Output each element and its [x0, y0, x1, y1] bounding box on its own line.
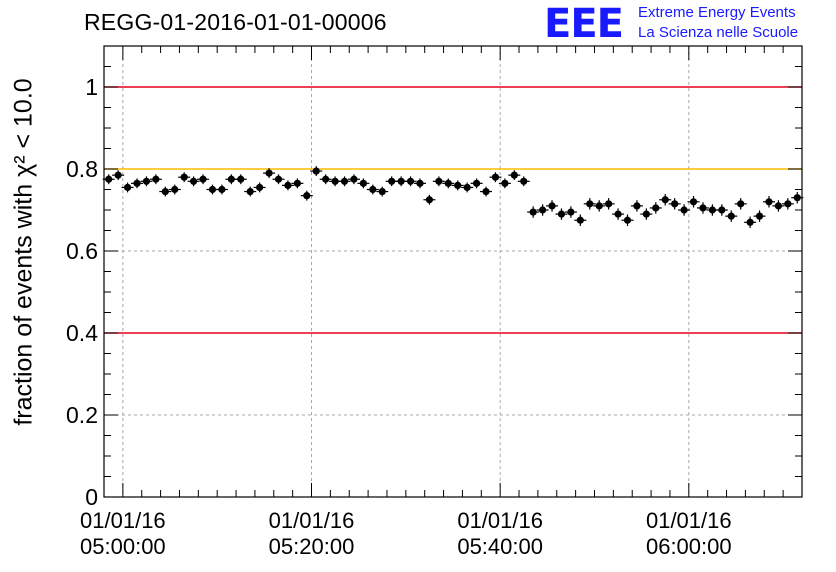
- data-point: [293, 179, 301, 187]
- data-point: [671, 200, 679, 208]
- data-point: [105, 175, 113, 183]
- plot-area: [104, 46, 802, 497]
- y-tick-label: 0.2: [66, 402, 98, 428]
- y-tick-label: 0.4: [66, 320, 98, 346]
- x-tick-date: 01/01/16: [80, 508, 166, 533]
- data-point: [227, 175, 235, 183]
- y-tick-label: 0: [85, 484, 98, 510]
- data-point: [482, 187, 490, 196]
- data-point: [406, 177, 415, 185]
- y-tick-label: 0.6: [66, 238, 98, 264]
- data-point: [133, 179, 141, 187]
- x-tick-time: 06:00:00: [645, 534, 732, 559]
- data-point: [444, 179, 452, 187]
- data-point: [274, 175, 283, 183]
- x-tick-date: 01/01/16: [457, 508, 543, 533]
- data-point: [472, 179, 481, 187]
- data-point: [737, 200, 745, 208]
- data-point: [152, 175, 160, 183]
- data-point: [369, 185, 377, 194]
- x-tick-time: 05:00:00: [80, 534, 166, 559]
- x-tick-label: 01/01/16 06:00:00: [634, 508, 744, 560]
- data-point: [171, 185, 179, 194]
- x-tick-label: 01/01/16 05:20:00: [257, 508, 367, 560]
- data-point: [708, 206, 716, 214]
- data-point: [425, 196, 434, 204]
- data-point: [765, 198, 773, 206]
- data-point: [793, 194, 801, 202]
- data-point: [114, 171, 122, 179]
- data-point: [142, 177, 151, 185]
- data-point: [605, 200, 613, 208]
- logo-line-2: La Scienza nelle Scuole: [638, 24, 799, 41]
- data-point: [435, 177, 443, 185]
- data-point: [699, 204, 707, 212]
- data-point: [539, 206, 547, 214]
- data-point: [491, 173, 500, 181]
- data-point: [774, 202, 783, 210]
- data-point: [199, 175, 207, 183]
- data-point: [161, 187, 169, 196]
- data-point: [256, 183, 264, 192]
- data-point: [359, 179, 367, 187]
- data-point: [510, 171, 518, 179]
- data-point: [190, 177, 198, 185]
- data-point: [529, 208, 537, 216]
- data-point: [652, 204, 660, 212]
- data-point: [388, 177, 396, 185]
- data-point: [557, 210, 566, 218]
- data-point: [237, 175, 245, 183]
- y-tick-label: 0.8: [66, 156, 98, 182]
- data-point: [755, 212, 764, 220]
- data-point: [689, 198, 698, 206]
- data-point: [576, 216, 584, 224]
- data-point: [623, 216, 632, 224]
- data-point: [463, 183, 471, 192]
- data-point: [501, 179, 509, 187]
- eee-logo: EEE Extreme Energy Events La Scienza nel…: [544, 2, 834, 46]
- data-point: [614, 210, 622, 218]
- data-point: [520, 177, 528, 185]
- data-point: [322, 175, 330, 183]
- data-point: [586, 200, 594, 208]
- y-tick-label: 1: [85, 74, 98, 100]
- data-point: [680, 206, 688, 214]
- x-tick-date: 01/01/16: [645, 508, 732, 533]
- data-point: [331, 177, 339, 185]
- data-point: [378, 187, 386, 196]
- data-point: [642, 210, 650, 218]
- x-tick-time: 05:40:00: [457, 534, 543, 559]
- data-point: [567, 208, 575, 216]
- data-point: [633, 202, 641, 210]
- data-point: [123, 183, 132, 192]
- data-point: [284, 181, 292, 189]
- data-point: [548, 202, 556, 210]
- chart-title: REGG-01-2016-01-01-00006: [84, 9, 387, 35]
- data-point: [661, 196, 669, 204]
- x-tick-time: 05:20:00: [268, 534, 355, 559]
- data-point: [397, 177, 405, 185]
- data-point: [784, 200, 792, 208]
- data-point: [416, 179, 424, 187]
- data-point: [218, 185, 226, 194]
- data-point: [727, 212, 735, 220]
- x-tick-label: 01/01/16 05:40:00: [445, 508, 555, 560]
- data-point: [718, 206, 726, 214]
- data-point: [208, 185, 217, 194]
- x-tick-date: 01/01/16: [268, 508, 355, 533]
- data-point: [303, 192, 311, 200]
- x-tick-label: 01/01/16 05:00:00: [68, 508, 178, 560]
- data-point: [746, 218, 754, 226]
- data-point: [454, 181, 462, 189]
- data-point: [312, 167, 320, 175]
- data-point: [246, 187, 254, 196]
- data-point: [350, 175, 358, 183]
- logo-mark: EEE: [544, 1, 624, 47]
- data-point: [340, 177, 349, 185]
- logo-line-1: Extreme Energy Events: [638, 4, 796, 21]
- data-point: [265, 169, 273, 177]
- data-point: [595, 202, 603, 210]
- data-point: [180, 173, 188, 181]
